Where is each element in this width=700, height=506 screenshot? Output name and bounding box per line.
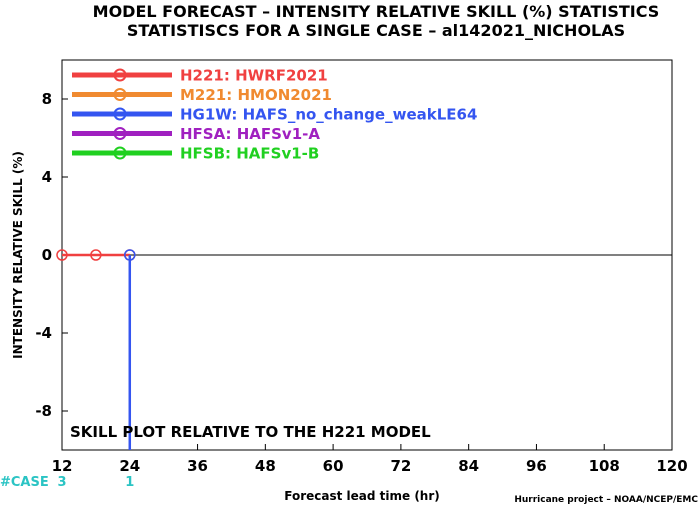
x-tick-label: 72 — [390, 457, 411, 475]
x-tick-label: 24 — [119, 457, 140, 475]
legend-marker — [113, 146, 127, 160]
x-tick-label: 48 — [255, 457, 276, 475]
legend-label: HG1W: HAFS_no_change_weakLE64 — [180, 106, 477, 124]
y-tick-label: 0 — [42, 246, 52, 264]
x-axis-label: Forecast lead time (hr) — [284, 489, 440, 503]
y-tick-label: -4 — [35, 324, 52, 342]
case-count: 1 — [125, 475, 134, 490]
chart-title: MODEL FORECAST – INTENSITY RELATIVE SKIL… — [93, 2, 660, 21]
legend-marker — [113, 68, 127, 82]
y-tick-label: 8 — [42, 90, 52, 108]
case-label: #CASE — [0, 475, 49, 490]
legend-label: H221: HWRF2021 — [180, 67, 328, 85]
legend-label: M221: HMON2021 — [180, 86, 332, 104]
legend-label: HFSB: HAFSv1-B — [180, 145, 319, 163]
series-layer — [56, 249, 136, 450]
x-tick-label: 120 — [656, 457, 687, 475]
x-tick-label: 108 — [589, 457, 620, 475]
series-point-0 — [90, 249, 102, 261]
y-tick-label: -8 — [35, 402, 52, 420]
x-tick-label: 96 — [526, 457, 547, 475]
y-axis: 8 4 0 -4 -8 — [35, 90, 68, 420]
legend-marker — [113, 127, 127, 140]
legend-label: HFSA: HAFSv1-A — [180, 125, 320, 143]
legend-marker — [113, 107, 127, 121]
series-point-2 — [124, 249, 136, 261]
case-count: 3 — [57, 475, 66, 490]
series-point-0 — [56, 249, 68, 261]
x-tick-label: 12 — [52, 457, 73, 475]
skill-annotation: SKILL PLOT RELATIVE TO THE H221 MODEL — [70, 423, 431, 441]
legend-marker — [113, 88, 127, 101]
y-axis-label: INTENSITY RELATIVE SKILL (%) — [11, 151, 25, 359]
x-tick-label: 84 — [458, 457, 479, 475]
chart-subtitle: STATISTISCS FOR A SINGLE CASE – al142021… — [127, 21, 625, 40]
x-tick-label: 60 — [323, 457, 344, 475]
x-tick-label: 36 — [187, 457, 208, 475]
credit-text: Hurricane project – NOAA/NCEP/EMC — [514, 495, 698, 505]
x-axis: 12 24 36 48 60 72 84 96 108 120 — [52, 254, 688, 475]
y-tick-label: 4 — [42, 168, 52, 186]
